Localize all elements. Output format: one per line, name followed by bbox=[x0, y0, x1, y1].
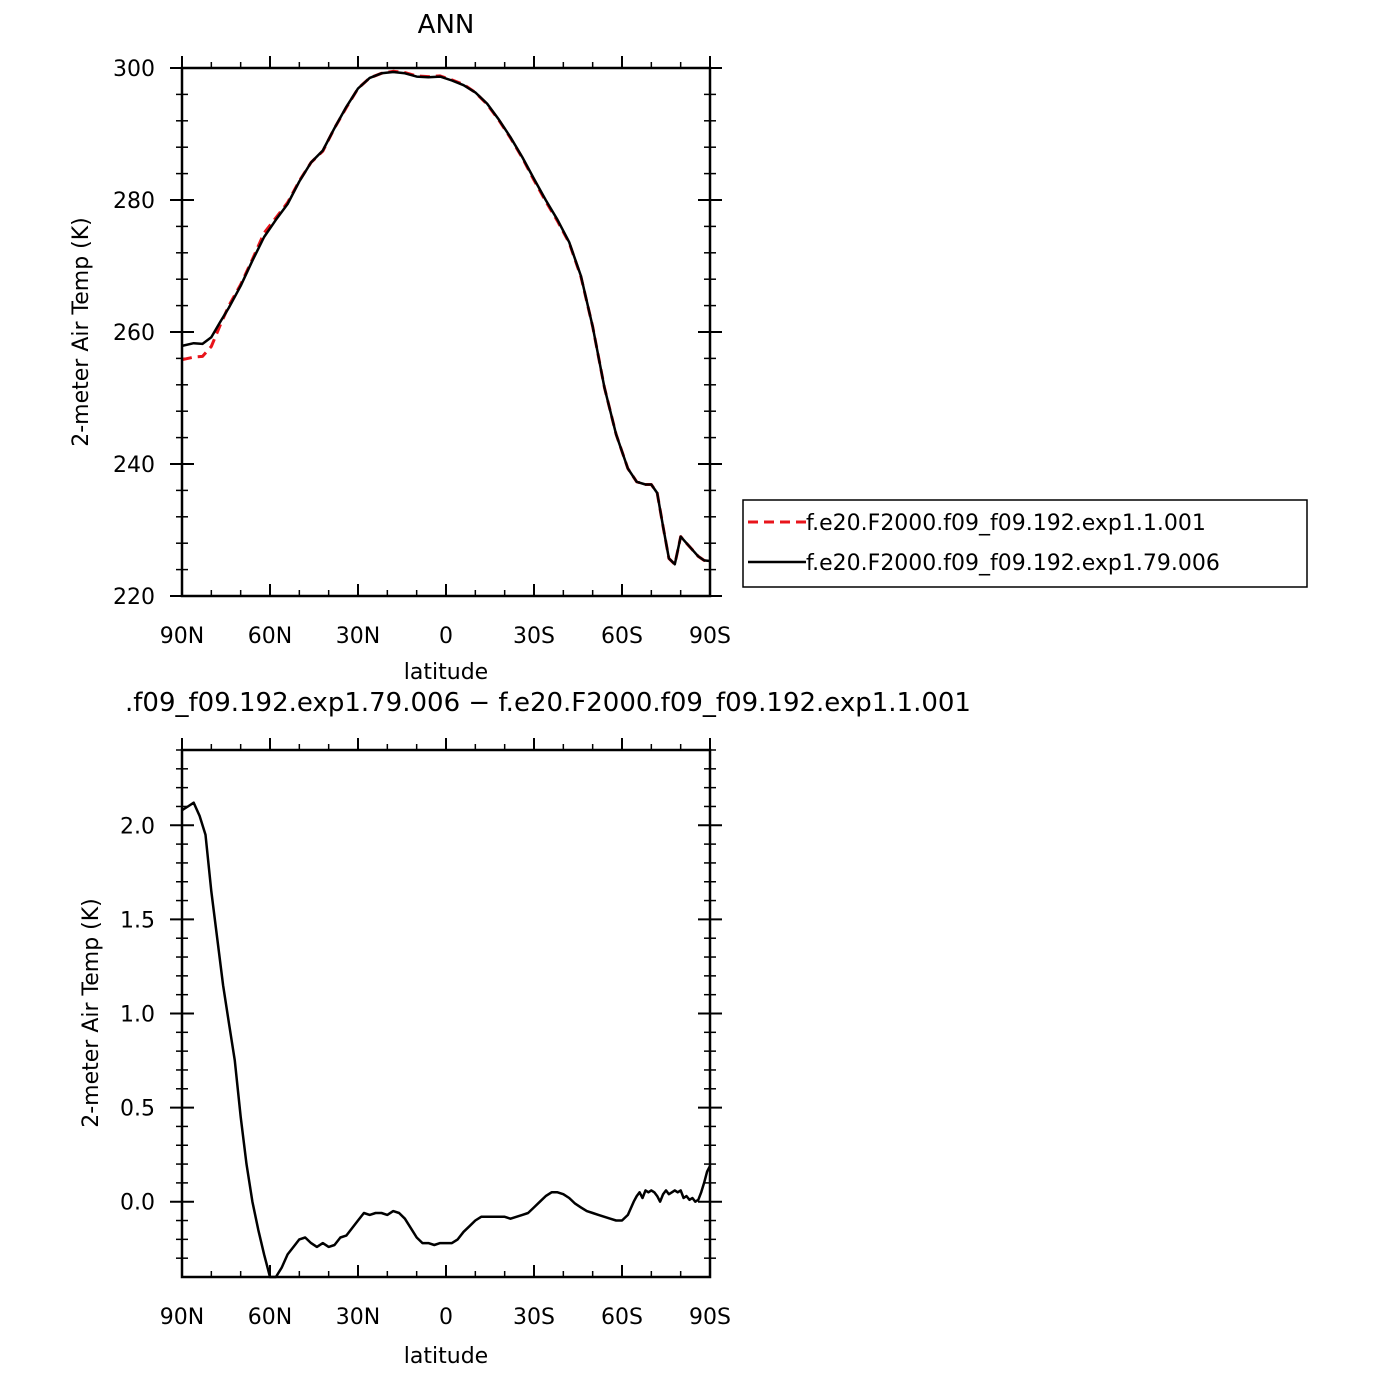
x-tick-label: 90N bbox=[160, 624, 204, 649]
x-tick-label: 30N bbox=[336, 624, 380, 649]
bottom-y-tick-labels: 0.0 0.5 1.0 1.5 2.0 bbox=[120, 814, 155, 1215]
top-x-axis-label: latitude bbox=[404, 660, 488, 685]
x-tick-label: 0 bbox=[439, 1305, 453, 1330]
difference-line bbox=[181, 801, 712, 1279]
bottom-y-axis-label: 2-meter Air Temp (K) bbox=[79, 898, 104, 1128]
legend-box bbox=[742, 499, 1308, 588]
top-y-tick-labels: 220 240 260 280 300 bbox=[113, 57, 155, 610]
x-tick-label: 30S bbox=[513, 624, 555, 649]
y-tick-label: 300 bbox=[113, 57, 155, 82]
bottom-x-tick-labels: 90N 60N 30N 0 30S 60S 90S bbox=[160, 1305, 731, 1330]
legend-label-exp1-79-006: f.e20.F2000.f09_f09.192.exp1.79.006 bbox=[806, 551, 1220, 576]
y-tick-label: 1.0 bbox=[120, 1003, 155, 1028]
legend-label-exp1-1-001: f.e20.F2000.f09_f09.192.exp1.1.001 bbox=[806, 511, 1206, 536]
x-tick-label: 90S bbox=[689, 1305, 731, 1330]
x-tick-label: 30N bbox=[336, 1305, 380, 1330]
y-tick-label: 220 bbox=[113, 585, 155, 610]
y-tick-label: 1.5 bbox=[120, 908, 155, 933]
y-tick-label: 260 bbox=[113, 321, 155, 346]
bottom-panel: .f09_f09.192.exp1.79.006 − f.e20.F2000.f… bbox=[79, 688, 971, 1369]
top-x-tick-labels: 90N 60N 30N 0 30S 60S 90S bbox=[160, 624, 731, 649]
top-y-axis-label: 2-meter Air Temp (K) bbox=[69, 217, 94, 447]
x-tick-label: 0 bbox=[439, 624, 453, 649]
y-tick-label: 240 bbox=[113, 453, 155, 478]
y-tick-label: 280 bbox=[113, 189, 155, 214]
x-tick-label: 30S bbox=[513, 1305, 555, 1330]
bottom-x-axis-label: latitude bbox=[404, 1344, 488, 1369]
y-tick-label: 2.0 bbox=[120, 814, 155, 839]
x-tick-label: 60N bbox=[248, 624, 292, 649]
y-tick-label: 0.5 bbox=[120, 1097, 155, 1122]
top-chart-title: ANN bbox=[418, 10, 475, 40]
bottom-chart-title: .f09_f09.192.exp1.79.006 − f.e20.F2000.f… bbox=[125, 688, 971, 718]
x-tick-label: 60S bbox=[601, 1305, 643, 1330]
top-plot-frame bbox=[180, 66, 712, 598]
x-tick-label: 90S bbox=[689, 624, 731, 649]
y-tick-label: 0.0 bbox=[120, 1191, 155, 1216]
legend: f.e20.F2000.f09_f09.192.exp1.1.001 f.e20… bbox=[742, 499, 1308, 588]
series-line-exp1-79-006 bbox=[181, 70, 711, 566]
x-tick-label: 60S bbox=[601, 624, 643, 649]
x-tick-label: 60N bbox=[248, 1305, 292, 1330]
bottom-plot-frame bbox=[180, 748, 712, 1279]
top-panel: ANN 90N 60N 30N 0 30S 60S 90S 220240260280300 … bbox=[69, 10, 731, 685]
x-tick-label: 90N bbox=[160, 1305, 204, 1330]
